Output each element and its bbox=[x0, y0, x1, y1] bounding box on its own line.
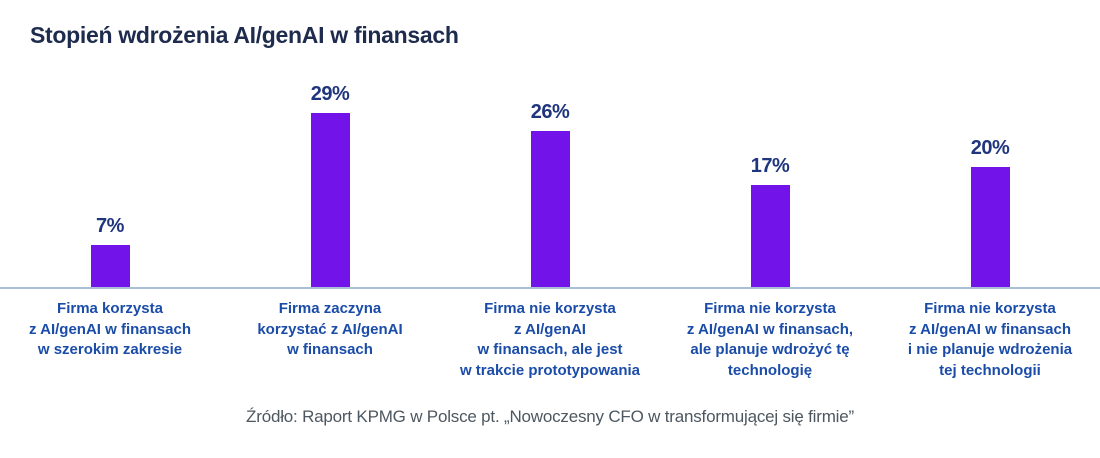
bar-starting-usage bbox=[310, 113, 350, 287]
bar-group-starting-usage: 29% bbox=[220, 57, 440, 287]
plot-area: 7% 29% 26% 17% 20% bbox=[0, 57, 1100, 287]
bar-group-no-plans: 20% bbox=[880, 57, 1100, 287]
x-axis-line bbox=[0, 287, 1100, 289]
category-labels-row: Firma korzysta z AI/genAI w finansach w … bbox=[0, 299, 1100, 382]
bar-no-plans bbox=[970, 167, 1010, 287]
category-label-wide-usage: Firma korzysta z AI/genAI w finansach w … bbox=[29, 300, 191, 359]
bar-value-label: 17% bbox=[750, 155, 790, 177]
bar-prototyping bbox=[530, 131, 570, 287]
source-attribution: Źródło: Raport KPMG w Polsce pt. „Nowocz… bbox=[246, 407, 854, 426]
category-label-no-plans: Firma nie korzysta z AI/genAI w finansac… bbox=[907, 300, 1073, 380]
category-label-starting-usage: Firma zaczyna korzystać z AI/genAI w fin… bbox=[257, 300, 403, 359]
category-label-prototyping: Firma nie korzysta z AI/genAI w finansac… bbox=[459, 300, 641, 380]
bar-value-label: 29% bbox=[310, 83, 350, 105]
bar-group-prototyping: 26% bbox=[440, 57, 660, 287]
bar-plans-to-adopt bbox=[750, 185, 790, 287]
bar-group-plans-to-adopt: 17% bbox=[660, 57, 880, 287]
bar-wide-usage bbox=[90, 245, 130, 287]
chart-title: Stopień wdrożenia AI/genAI w finansach bbox=[30, 22, 459, 48]
bar-value-label: 20% bbox=[970, 137, 1010, 159]
bar-value-label: 7% bbox=[96, 215, 124, 237]
bar-group-wide-usage: 7% bbox=[0, 57, 220, 287]
category-label-plans-to-adopt: Firma nie korzysta z AI/genAI w finansac… bbox=[686, 300, 854, 380]
bar-value-label: 26% bbox=[530, 101, 570, 123]
